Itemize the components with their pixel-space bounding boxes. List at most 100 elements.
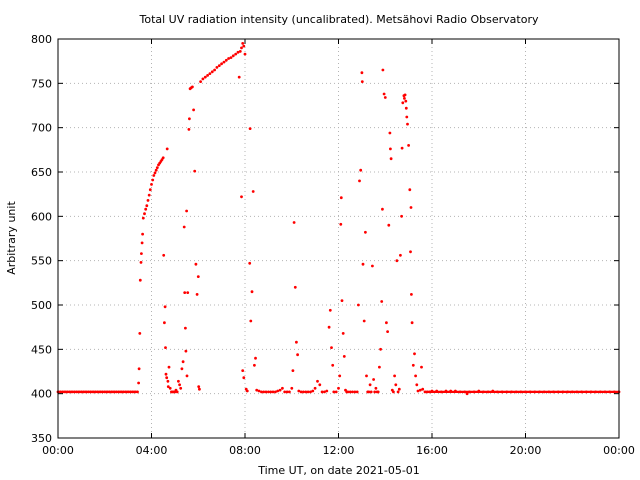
- data-point: [186, 291, 190, 294]
- data-point: [291, 369, 295, 372]
- y-axis-label: Arbitrary unit: [5, 201, 18, 275]
- data-point: [302, 390, 305, 394]
- data-point: [165, 147, 169, 151]
- data-point: [404, 99, 408, 103]
- data-point: [155, 166, 159, 170]
- data-point: [251, 190, 255, 193]
- data-point: [389, 147, 392, 151]
- data-point: [296, 353, 299, 357]
- data-point: [206, 74, 210, 77]
- data-point: [192, 108, 196, 112]
- data-point: [241, 42, 245, 45]
- data-point: [357, 303, 360, 307]
- data-point: [409, 206, 413, 209]
- data-point: [403, 97, 406, 100]
- data-point: [376, 390, 380, 394]
- data-point: [248, 127, 252, 130]
- data-point: [241, 369, 245, 372]
- data-point: [260, 390, 263, 394]
- data-point: [285, 390, 289, 394]
- data-point: [154, 168, 158, 172]
- data-point: [360, 80, 364, 83]
- data-point: [148, 188, 152, 192]
- data-point: [320, 390, 324, 394]
- y-tick-label: 750: [31, 77, 52, 90]
- data-point: [392, 390, 395, 394]
- data-point: [383, 96, 387, 99]
- data-point: [139, 261, 143, 264]
- data-point: [465, 392, 469, 396]
- data-point: [415, 383, 419, 387]
- y-tick-label: 500: [31, 299, 52, 312]
- data-point: [183, 291, 187, 294]
- data-point: [231, 54, 235, 58]
- data-point: [292, 221, 296, 224]
- data-point: [406, 122, 409, 126]
- data-point: [323, 390, 326, 394]
- y-tick-label: 650: [31, 166, 52, 179]
- data-point: [295, 340, 298, 344]
- data-point: [224, 58, 228, 62]
- data-point: [348, 390, 352, 394]
- data-point: [248, 261, 252, 265]
- data-point: [242, 376, 246, 380]
- y-tick-label: 350: [31, 432, 52, 445]
- data-point: [210, 70, 214, 74]
- data-point: [187, 127, 191, 131]
- y-tick-label: 800: [31, 33, 52, 46]
- data-point: [411, 363, 415, 367]
- data-point: [164, 372, 168, 376]
- data-point: [339, 222, 343, 226]
- data-point: [408, 188, 412, 192]
- data-point: [262, 390, 266, 394]
- data-point: [271, 390, 275, 394]
- data-point: [138, 332, 142, 335]
- data-point: [409, 250, 412, 254]
- data-point: [240, 46, 243, 50]
- data-point: [283, 390, 287, 394]
- data-point: [179, 386, 183, 390]
- data-point: [369, 390, 373, 394]
- data-point: [309, 390, 312, 394]
- data-point: [257, 389, 261, 393]
- data-point: [395, 259, 399, 263]
- data-point: [381, 207, 384, 211]
- data-point: [388, 131, 392, 135]
- data-point: [217, 64, 221, 67]
- data-point: [293, 285, 297, 289]
- data-point: [184, 326, 187, 330]
- data-point: [421, 387, 425, 391]
- data-point: [407, 144, 410, 147]
- data-point: [236, 50, 240, 54]
- data-point: [355, 390, 359, 394]
- data-point: [304, 390, 308, 394]
- data-point: [177, 379, 180, 383]
- data-point: [397, 387, 401, 391]
- y-tick-label: 550: [31, 255, 52, 268]
- data-point: [253, 363, 256, 367]
- data-point: [325, 389, 329, 393]
- data-point: [387, 223, 391, 227]
- data-point: [138, 278, 142, 282]
- data-point: [242, 44, 246, 48]
- data-point: [328, 308, 332, 312]
- data-point: [150, 183, 153, 186]
- data-point: [269, 390, 273, 394]
- data-point: [141, 232, 145, 236]
- data-point: [178, 383, 182, 387]
- data-point: [410, 321, 414, 325]
- data-point: [220, 62, 224, 66]
- y-tick-label: 600: [31, 210, 52, 223]
- data-point: [372, 378, 375, 381]
- data-point: [346, 390, 350, 394]
- data-point: [380, 300, 384, 303]
- data-point: [418, 388, 422, 392]
- x-tick-label: 20:00: [510, 444, 542, 457]
- data-point: [337, 386, 340, 390]
- data-point: [374, 386, 378, 390]
- data-point: [360, 71, 364, 75]
- data-point: [197, 385, 201, 388]
- data-point: [382, 92, 386, 96]
- data-point: [403, 93, 407, 97]
- data-point: [194, 262, 198, 266]
